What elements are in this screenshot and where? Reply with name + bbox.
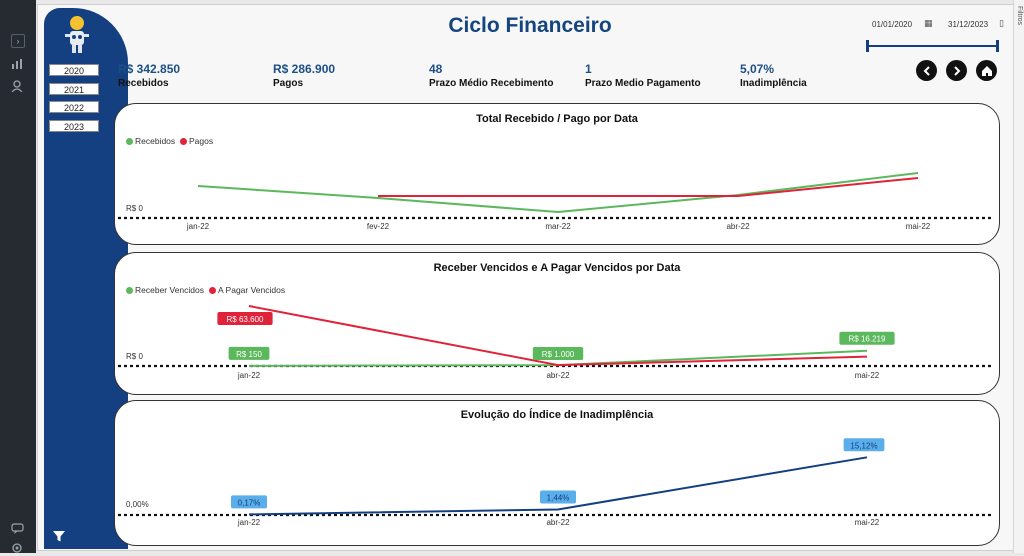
chart-title-recebido-pago: Total Recebido / Pago por Data xyxy=(476,113,638,125)
data-label-box-1-0-0 xyxy=(228,346,270,360)
chat-icon[interactable] xyxy=(8,520,26,536)
home-icon xyxy=(981,65,992,76)
x-tick-label-0-3: abr-22 xyxy=(726,222,750,231)
data-label-box-1-0-2 xyxy=(839,331,895,345)
data-label-text-1-0-2: R$ 16.219 xyxy=(849,335,886,344)
year-button-2020[interactable]: 2020 xyxy=(49,64,99,76)
date-start-field[interactable]: 01/01/2020 xyxy=(872,20,913,29)
chart-card-inadimplencia xyxy=(114,400,1000,546)
kpi-inadimplencia-value: 5,07% xyxy=(740,62,775,76)
legend-label-pagar-vencidos: A Pagar Vencidos xyxy=(218,285,286,295)
x-tick-label-1-1: abr-22 xyxy=(546,371,570,380)
back-button[interactable] xyxy=(916,60,937,81)
data-label-box-2-0-0 xyxy=(231,495,267,509)
data-label-box-1-0-1 xyxy=(532,347,584,361)
data-label-text-2-0-1: 1,44% xyxy=(547,494,570,503)
data-label-2-0-1: 1,44% xyxy=(540,490,576,504)
x-tick-label-0-2: mar-22 xyxy=(545,222,571,231)
year-button-2021[interactable]: 2021 xyxy=(49,83,99,95)
expand-icon[interactable]: › xyxy=(11,34,25,48)
data-label-text-2-0-2: 15,12% xyxy=(850,441,877,450)
legend-dot-pagos xyxy=(180,137,187,145)
filters-pane-collapsed[interactable] xyxy=(1013,0,1024,553)
kpi-pagos-label: Pagos xyxy=(273,78,304,89)
legend-item-recebidos[interactable]: Recebidos xyxy=(126,136,175,146)
x-tick-label-0-0: jan-22 xyxy=(186,222,210,231)
x-tick-label-0-1: fev-22 xyxy=(367,222,390,231)
x-tick-label-2-0: jan-22 xyxy=(237,518,261,527)
year-button-2022[interactable]: 2022 xyxy=(49,101,99,113)
kpi-pagos-value: R$ 286.900 xyxy=(273,62,336,76)
legend-dot-pagar-vencidos xyxy=(209,286,216,294)
x-tick-label-0-4: mai-22 xyxy=(906,222,931,231)
zero-axis-label-0: R$ 0 xyxy=(126,204,143,213)
legend-item-receber-vencidos[interactable]: Receber Vencidos xyxy=(126,285,204,295)
data-label-text-1-1-0: R$ 63.600 xyxy=(227,315,264,324)
date-end-field[interactable]: 31/12/2023 xyxy=(948,20,989,29)
data-label-1-0-2: R$ 16.219 xyxy=(839,331,895,345)
legend-dot-recebidos xyxy=(126,137,133,145)
calendar-start-icon[interactable]: ▦ xyxy=(924,18,933,28)
data-label-text-1-0-1: R$ 1.000 xyxy=(542,350,575,359)
data-label-box-2-0-2 xyxy=(843,438,885,452)
data-label-2-0-0: 0,17% xyxy=(231,495,267,509)
legend-label-receber-vencidos: Receber Vencidos xyxy=(135,285,204,295)
mascot-logo-icon xyxy=(65,16,89,53)
date-slider-end-handle[interactable] xyxy=(996,40,999,52)
data-label-box-1-1-0 xyxy=(217,312,273,326)
x-tick-label-1-2: mai-22 xyxy=(855,371,880,380)
filter-funnel-icon[interactable] xyxy=(52,529,66,543)
legend-item-pagos[interactable]: Pagos xyxy=(180,136,213,146)
filters-pane-label[interactable]: Filtros xyxy=(1016,6,1023,26)
data-label-box-2-0-1 xyxy=(540,490,576,504)
data-label-1-0-1: R$ 1.000 xyxy=(532,347,584,361)
date-range-slider[interactable] xyxy=(868,45,998,47)
zero-axis-label-2: 0,00% xyxy=(126,500,149,509)
kpi-recebidos-value: R$ 342.850 xyxy=(118,62,181,76)
data-label-1-0-0: R$ 150 xyxy=(228,346,270,360)
data-label-text-1-0-0: R$ 150 xyxy=(236,350,262,359)
kpi-prazo-pagamento-label: Prazo Medio Pagamento xyxy=(585,78,701,89)
data-label-1-1-0: R$ 63.600 xyxy=(217,312,273,326)
legend-label-recebidos: Recebidos xyxy=(135,136,176,146)
kpi-recebidos-label: Recebidos xyxy=(118,78,169,89)
legend-label-pagos: Pagos xyxy=(189,136,214,146)
legend-item-pagar-vencidos[interactable]: A Pagar Vencidos xyxy=(209,285,285,295)
app-left-rail: › xyxy=(0,0,36,553)
kpi-prazo-recebimento-label: Prazo Médio Recebimento xyxy=(429,78,554,89)
chart-card-recebido-pago xyxy=(114,103,1000,245)
x-tick-label-2-2: mai-22 xyxy=(855,518,880,527)
series-line-0-1 xyxy=(378,177,919,197)
series-line-0-0 xyxy=(197,172,919,214)
date-slider-start-handle[interactable] xyxy=(866,40,869,52)
chevron-right-icon xyxy=(953,65,960,76)
calendar-end-icon[interactable]: ▯ xyxy=(999,18,1004,28)
chart-title-inadimplencia: Evolução do Índice de Inadimplência xyxy=(460,409,654,421)
series-line-1-1 xyxy=(248,305,868,367)
series-line-2-0 xyxy=(248,456,868,516)
kpi-prazo-recebimento-value: 48 xyxy=(429,62,443,76)
x-tick-label-2-1: abr-22 xyxy=(546,518,570,527)
data-label-text-2-0-0: 0,17% xyxy=(238,498,261,507)
zero-axis-label-1: R$ 0 xyxy=(126,352,143,361)
data-label-2-0-2: 15,12% xyxy=(843,438,885,452)
kpi-prazo-pagamento-value: 1 xyxy=(585,62,592,76)
forward-button[interactable] xyxy=(946,60,967,81)
x-tick-label-1-0: jan-22 xyxy=(237,371,261,380)
settings-icon[interactable] xyxy=(8,540,26,556)
legend-dot-receber-vencidos xyxy=(126,286,133,294)
year-button-2023[interactable]: 2023 xyxy=(49,120,99,132)
user-icon[interactable] xyxy=(8,78,26,94)
page-title: Ciclo Financeiro xyxy=(448,14,612,37)
chevron-left-icon xyxy=(923,65,930,76)
chart-title-vencidos: Receber Vencidos e A Pagar Vencidos por … xyxy=(433,262,681,274)
home-button[interactable] xyxy=(976,60,997,81)
chart-icon[interactable] xyxy=(8,56,26,72)
kpi-inadimplencia-label: Inadimplência xyxy=(740,78,807,89)
